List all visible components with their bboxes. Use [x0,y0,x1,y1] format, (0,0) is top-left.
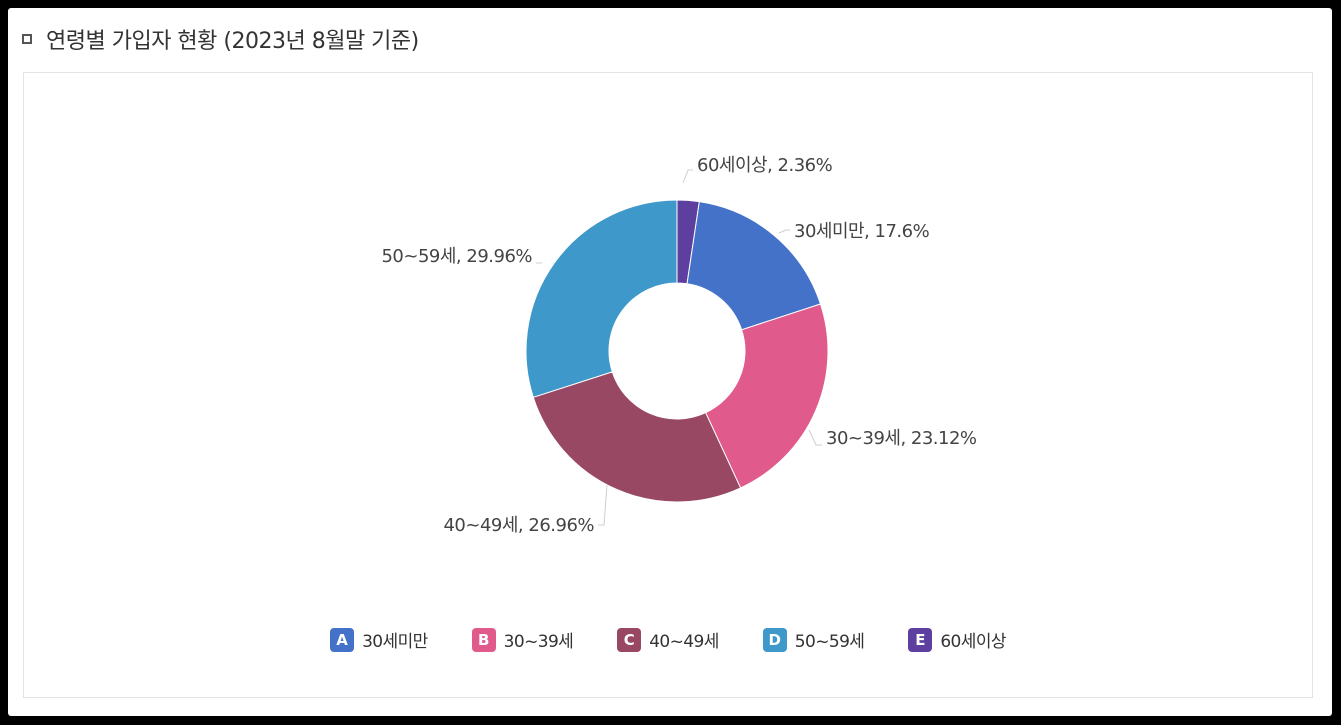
square-bullet-icon [22,34,32,44]
legend-key-e: E [908,627,933,652]
chart-card: 연령별 가입자 현황 (2023년 8월말 기준) 60세이상, 2.36% 30… [8,8,1332,716]
leader-line [778,229,790,234]
legend-label: 30~39세 [503,632,574,652]
legend-key-b: B [471,627,496,652]
chart-header: 연령별 가입자 현황 (2023년 8월말 기준) [22,22,419,56]
leader-line [598,484,608,526]
donut-chart: 60세이상, 2.36% 30세미만, 17.6% 30~39세, 23.12% 40… [381,155,977,536]
legend-key-a: A [330,627,355,652]
legend-item-60plus[interactable]: E 60세이상 [908,627,1007,652]
chart-title: 연령별 가입자 현황 (2023년 8월말 기준) [46,29,419,54]
label-50s: 50~59세, 29.96% [381,246,532,267]
legend-key-d: D [762,627,787,652]
legend-label: 60세이상 [940,632,1006,652]
legend-item-30s[interactable]: B 30~39세 [471,627,574,652]
slice-under30[interactable] [686,201,822,331]
chart-legend: A 30세미만 B 30~39세 C 40~49세 D 50~59세 E 60세… [24,627,1312,652]
label-under30: 30세미만, 17.6% [794,221,930,242]
legend-item-50s[interactable]: D 50~59세 [762,627,865,652]
legend-label: 30세미만 [362,632,428,652]
legend-label: 40~49세 [649,632,719,652]
slice-50s[interactable] [525,199,678,398]
slice-40s[interactable] [532,371,742,503]
legend-item-40s[interactable]: C 40~49세 [617,627,719,652]
slice-30s[interactable] [704,303,829,489]
chart-panel: 60세이상, 2.36% 30세미만, 17.6% 30~39세, 23.12% 40… [23,72,1313,698]
label-60plus: 60세이상, 2.36% [697,155,833,176]
label-40s: 40~49세, 26.96% [443,515,594,536]
leader-line [682,169,693,184]
leader-line [808,429,822,446]
label-30s: 30~39세, 23.12% [826,428,977,449]
legend-item-under30[interactable]: A 30세미만 [330,627,428,652]
legend-key-c: C [617,627,642,652]
legend-label: 50~59세 [794,632,865,652]
